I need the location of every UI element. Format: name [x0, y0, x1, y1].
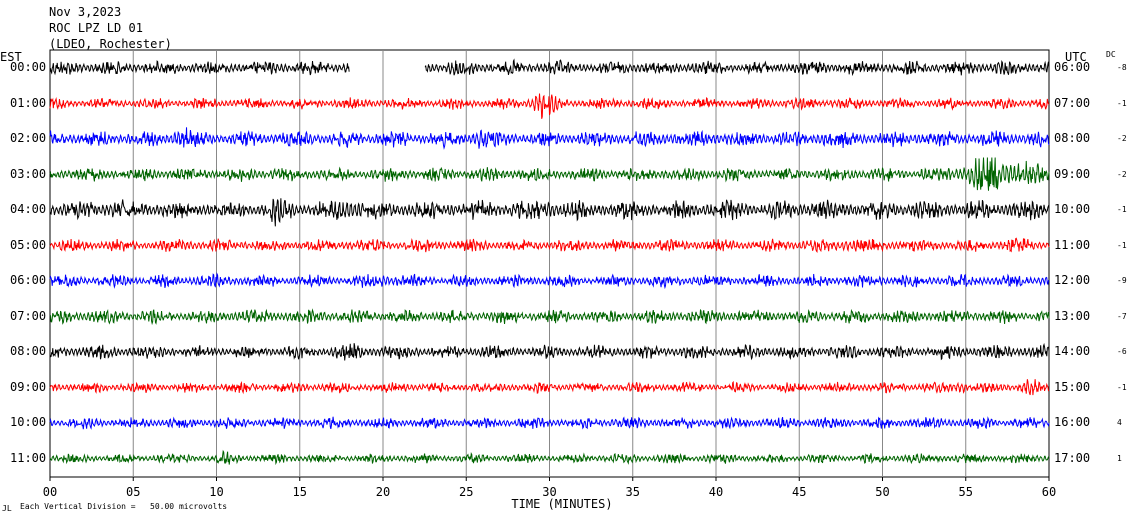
seismic-trace	[49, 449, 1050, 466]
left-time-label: 10:00	[10, 415, 47, 429]
x-tick-label: 55	[959, 485, 973, 499]
x-tick-label: 35	[626, 485, 640, 499]
right-time-label: 06:00	[1054, 60, 1091, 74]
left-time-label: 02:00	[10, 131, 47, 145]
seismic-trace	[49, 93, 1050, 119]
left-time-label: 07:00	[10, 308, 47, 323]
seismic-trace	[49, 198, 1050, 227]
dc-offset-label: 4	[1117, 418, 1122, 427]
seismic-trace	[49, 416, 1050, 430]
left-time-label: 00:00	[10, 60, 47, 74]
x-tick-label: 60	[1042, 485, 1056, 499]
right-time-label: 09:00	[1054, 166, 1091, 181]
left-time-label: 06:00	[10, 273, 47, 287]
dc-offset-label: -7	[1117, 311, 1127, 321]
seismic-trace	[49, 237, 1050, 254]
seismic-trace	[49, 308, 1050, 326]
x-tick-label: 30	[542, 485, 556, 499]
chart-date: Nov 3,2023	[49, 5, 122, 19]
left-time-label: 04:00	[10, 202, 47, 216]
dc-offset-label: -8	[1117, 63, 1127, 72]
x-tick-label: 15	[293, 485, 307, 499]
left-time-label: 08:00	[10, 344, 47, 358]
x-tick-label: 45	[792, 485, 806, 499]
dc-offset-label: -1	[1117, 98, 1127, 108]
right-time-label: 15:00	[1054, 379, 1091, 394]
right-timezone-label: UTC	[1065, 50, 1087, 64]
right-time-label: 11:00	[1054, 237, 1091, 252]
chart-station: ROC LPZ LD 01	[49, 21, 143, 35]
right-time-label: 08:00	[1054, 131, 1091, 145]
seismic-trace	[49, 272, 1050, 290]
seismic-trace	[49, 342, 1050, 361]
left-time-label: 01:00	[10, 95, 47, 110]
dc-offset-label: -2	[1117, 134, 1127, 143]
dc-header-label: DC	[1106, 50, 1116, 59]
right-time-label: 17:00	[1054, 450, 1091, 465]
dc-offset-label: -6	[1117, 347, 1127, 356]
dc-offset-label: -9	[1117, 276, 1127, 285]
x-tick-label: 20	[376, 485, 390, 499]
left-time-label: 03:00	[10, 166, 47, 181]
right-time-label: 07:00	[1054, 95, 1091, 110]
x-tick-label: 00	[43, 485, 57, 499]
x-tick-label: 40	[709, 485, 723, 499]
right-time-label: 14:00	[1054, 344, 1091, 358]
chart-network: (LDEO, Rochester)	[49, 37, 172, 51]
x-tick-label: 50	[875, 485, 889, 499]
seismic-trace	[49, 127, 1050, 150]
left-time-label: 11:00	[10, 450, 47, 465]
dc-offset-label: -2	[1117, 169, 1127, 179]
right-time-label: 10:00	[1054, 202, 1091, 216]
left-time-label: 09:00	[10, 379, 47, 394]
dc-offset-label: -1	[1117, 382, 1127, 392]
seismic-trace	[49, 58, 1050, 77]
left-time-label: 05:00	[10, 237, 47, 252]
seismic-trace	[49, 157, 1050, 191]
logo-mark: JL	[2, 504, 12, 513]
x-tick-label: 10	[209, 485, 223, 499]
seismic-trace	[49, 379, 1050, 396]
dc-offset-label: 1	[1117, 453, 1122, 463]
right-time-label: 13:00	[1054, 308, 1091, 323]
dc-offset-label: -1	[1117, 240, 1127, 250]
x-tick-label: 25	[459, 485, 473, 499]
left-timezone-label: EST	[0, 50, 22, 64]
dc-offset-label: -1	[1117, 205, 1127, 214]
right-time-label: 12:00	[1054, 273, 1091, 287]
x-axis-label: TIME (MINUTES)	[511, 497, 612, 511]
scale-note: Each Vertical Division = 50.00 microvolt…	[20, 502, 228, 511]
right-time-label: 16:00	[1054, 415, 1091, 429]
x-tick-label: 05	[126, 485, 140, 499]
